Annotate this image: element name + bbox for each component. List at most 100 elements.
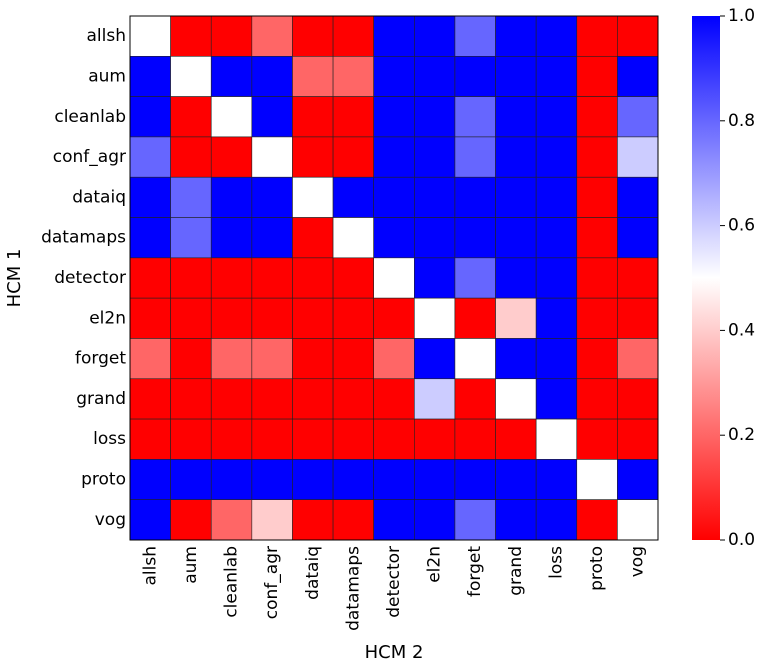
heatmap-cell-grand-proto — [576, 378, 618, 420]
heatmap-cell-dataiq-el2n — [414, 176, 456, 218]
heatmap-cell-el2n-loss — [535, 297, 578, 339]
heatmap-cell-dataiq-allsh — [129, 176, 171, 218]
heatmap-cell-aum-datamaps — [332, 56, 374, 97]
heatmap-cell-detector-dataiq — [292, 257, 334, 299]
heatmap-cell-aum-forget — [454, 56, 496, 97]
colorbar-tick-label: 0.2 — [728, 425, 755, 445]
heatmap-frame — [129, 15, 659, 541]
y-tick-label: datamaps — [41, 228, 126, 248]
heatmap-cell-conf_agr-aum — [170, 136, 212, 178]
heatmap-cell-proto-dataiq — [292, 459, 334, 500]
y-tick-label: el2n — [89, 308, 126, 328]
heatmap-cell-grand-el2n — [414, 378, 456, 420]
heatmap-cell-datamaps-datamaps — [332, 217, 374, 259]
heatmap-cell-proto-proto — [576, 459, 618, 500]
heatmap-cell-loss-dataiq — [292, 418, 334, 460]
heatmap-cell-aum-grand — [495, 56, 537, 97]
heatmap-cell-allsh-loss — [535, 15, 578, 57]
heatmap-cell-allsh-vog — [617, 15, 659, 57]
heatmap-cell-dataiq-detector — [373, 176, 415, 218]
heatmap-cell-grand-conf_agr — [251, 378, 293, 420]
x-tick-label: dataiq — [303, 546, 323, 600]
heatmap-cell-conf_agr-loss — [535, 136, 578, 178]
heatmap-cell-datamaps-grand — [495, 217, 537, 259]
heatmap-cell-conf_agr-vog — [617, 136, 659, 178]
y-tick-label: allsh — [87, 26, 127, 46]
heatmap-cell-forget-aum — [170, 338, 212, 380]
heatmap-cell-vog-loss — [535, 499, 578, 541]
heatmap-cell-conf_agr-dataiq — [292, 136, 334, 178]
heatmap-cell-cleanlab-forget — [454, 96, 496, 138]
heatmap-cell-proto-vog — [617, 459, 659, 500]
heatmap-cell-vog-aum — [170, 499, 212, 541]
heatmap-cell-detector-forget — [454, 257, 496, 299]
heatmap-cell-forget-forget — [454, 338, 496, 380]
x-tick-label: conf_agr — [262, 546, 282, 619]
heatmap-cell-loss-vog — [617, 418, 659, 460]
heatmap-cell-aum-el2n — [414, 56, 456, 97]
heatmap-cell-el2n-dataiq — [292, 297, 334, 339]
heatmap-cell-dataiq-aum — [170, 176, 212, 218]
y-tick-label: detector — [54, 268, 126, 288]
heatmap-cell-cleanlab-allsh — [129, 96, 171, 138]
y-tick-label: conf_agr — [53, 147, 126, 167]
heatmap-cell-datamaps-allsh — [129, 217, 171, 259]
heatmap-cell-dataiq-grand — [495, 176, 537, 218]
heatmap-cell-vog-grand — [495, 499, 537, 541]
heatmap-cell-el2n-allsh — [129, 297, 171, 339]
heatmap-cell-dataiq-conf_agr — [251, 176, 293, 218]
heatmap-cell-el2n-detector — [373, 297, 415, 339]
heatmap-cell-conf_agr-forget — [454, 136, 496, 178]
x-tick-label: grand — [506, 546, 526, 596]
heatmap-cell-cleanlab-detector — [373, 96, 415, 138]
heatmap-cell-proto-cleanlab — [210, 459, 253, 500]
heatmap-cell-aum-vog — [617, 56, 659, 97]
colorbar-gradient — [692, 16, 720, 540]
heatmap-cell-allsh-forget — [454, 15, 496, 57]
heatmap-cell-grand-aum — [170, 378, 212, 420]
heatmap-cell-forget-datamaps — [332, 338, 374, 380]
heatmap-cell-vog-conf_agr — [251, 499, 293, 541]
x-tick-label: proto — [587, 546, 607, 591]
heatmap-cell-allsh-cleanlab — [210, 15, 253, 57]
heatmap-cell-allsh-aum — [170, 15, 212, 57]
heatmap-cell-cleanlab-vog — [617, 96, 659, 138]
heatmap-cell-conf_agr-datamaps — [332, 136, 374, 178]
heatmap-cell-allsh-conf_agr — [251, 15, 293, 57]
heatmap-cell-grand-dataiq — [292, 378, 334, 420]
x-tick-label: forget — [465, 546, 485, 597]
heatmap-cell-forget-cleanlab — [210, 338, 253, 380]
heatmap-cell-dataiq-cleanlab — [210, 176, 253, 218]
heatmap-cell-forget-detector — [373, 338, 415, 380]
x-tick-labels: allsh aum cleanlab conf_agr dataiq datamaps de… — [140, 546, 647, 631]
heatmap-cell-conf_agr-grand — [495, 136, 537, 178]
heatmap-cell-el2n-grand — [495, 297, 537, 339]
x-tick-label: datamaps — [343, 546, 363, 631]
heatmap-cell-grand-allsh — [129, 378, 171, 420]
heatmap-cell-grand-grand — [495, 378, 537, 420]
y-tick-label: vog — [95, 510, 126, 530]
heatmap-cell-el2n-aum — [170, 297, 212, 339]
heatmap-cell-datamaps-forget — [454, 217, 496, 259]
x-tick-label: vog — [628, 546, 648, 577]
heatmap-cell-aum-dataiq — [292, 56, 334, 97]
heatmap-cell-grand-detector — [373, 378, 415, 420]
colorbar-tick-label: 0.8 — [728, 111, 755, 131]
colorbar-tick-label: 1.0 — [728, 6, 755, 26]
heatmap-cell-datamaps-aum — [170, 217, 212, 259]
heatmap-cell-loss-cleanlab — [210, 418, 253, 460]
heatmap-cell-el2n-datamaps — [332, 297, 374, 339]
y-tick-label: forget — [75, 349, 126, 369]
x-tick-label: cleanlab — [222, 546, 242, 618]
y-tick-label: dataiq — [72, 187, 126, 207]
heatmap-cell-loss-aum — [170, 418, 212, 460]
heatmap-cell-aum-aum — [170, 56, 212, 97]
heatmap-cell-loss-allsh — [129, 418, 171, 460]
heatmap-cell-conf_agr-el2n — [414, 136, 456, 178]
heatmap-cell-detector-grand — [495, 257, 537, 299]
x-tick-label: allsh — [140, 546, 160, 586]
heatmap-cell-forget-el2n — [414, 338, 456, 380]
y-tick-label: grand — [76, 389, 126, 409]
heatmap-cell-loss-detector — [373, 418, 415, 460]
